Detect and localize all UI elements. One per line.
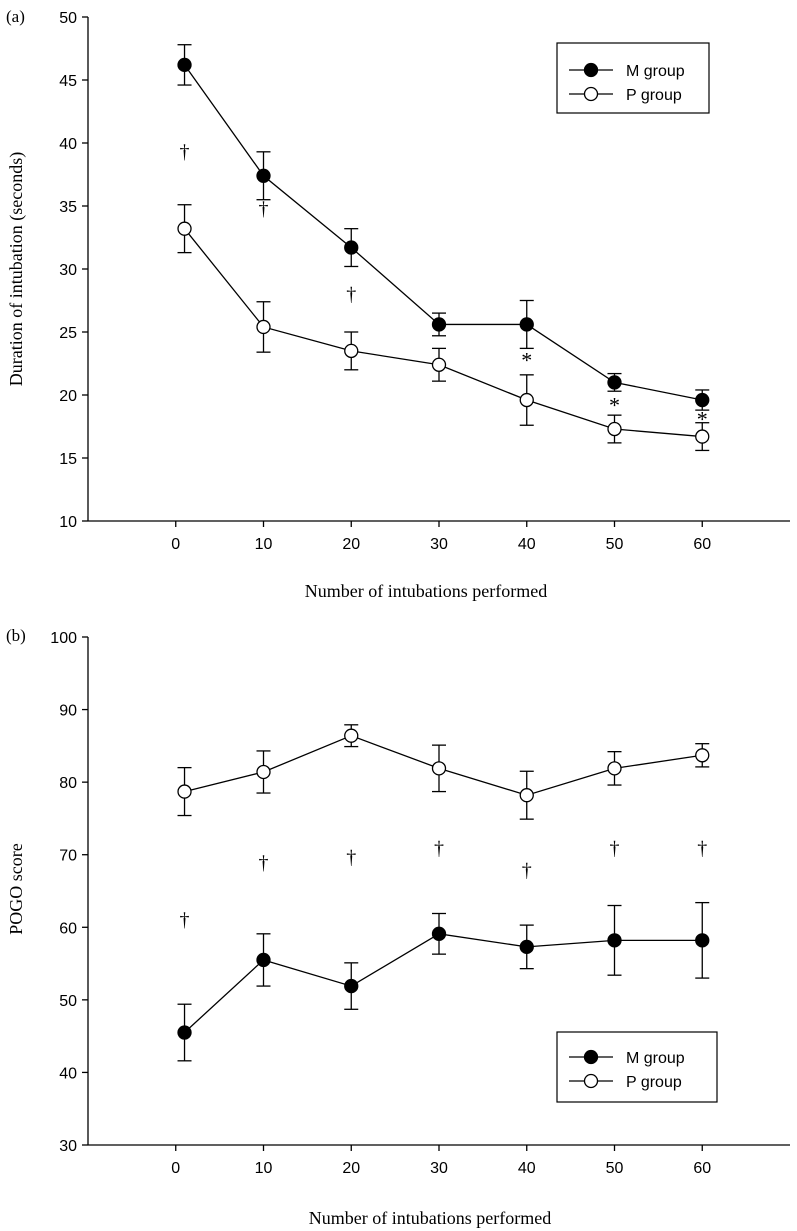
series-line-m-group [184,933,703,1033]
y-tick-label: 60 [59,920,77,937]
data-point-m-group [256,952,271,968]
y-tick-label: 80 [59,775,77,792]
legend-m-group-marker [583,62,599,78]
y-tick-label: 40 [59,136,77,153]
significance-marker: † [259,852,269,874]
data-point-m-group [519,317,534,332]
y-tick-label: 15 [59,451,77,468]
legend-p-group-label: P group [626,1074,682,1091]
data-point-p-group [344,728,359,743]
data-point-m-group [177,57,192,73]
data-point-p-group [607,761,622,776]
data-point-p-group [431,357,447,372]
y-tick-label: 30 [59,262,77,279]
significance-marker: † [180,909,190,931]
data-point-p-group [695,748,710,763]
significance-marker: † [522,859,532,881]
x-tick-label: 40 [518,1160,536,1177]
x-tick-label: 40 [518,536,536,553]
data-point-m-group [519,939,534,955]
y-tick-label: 70 [59,848,77,865]
panel-b-label: (b) [6,626,26,645]
data-point-p-group [431,761,447,776]
y-tick-label: 50 [59,10,77,27]
data-point-m-group [695,933,710,948]
panel-a-y-axis-label: Duration of intubation (seconds) [6,152,27,386]
legend-p-group-label: P group [626,87,682,104]
y-tick-label: 30 [59,1138,77,1155]
data-point-p-group [256,764,271,780]
data-point-p-group [256,319,271,335]
data-point-p-group [695,429,710,444]
data-point-p-group [344,343,359,359]
panel-b-legend-box [556,1031,718,1103]
legend-m-group-label: M group [626,1050,685,1067]
x-tick-label: 30 [430,536,448,553]
significance-marker: * [521,347,532,372]
data-point-p-group [177,221,192,236]
data-point-m-group [431,926,447,941]
x-tick-label: 50 [606,536,624,553]
significance-marker: † [180,141,190,163]
panel-a-label: (a) [6,7,25,26]
data-point-m-group [431,317,447,332]
panel-a-legend: M group P group [556,42,710,114]
panel-b-x-axis-label: Number of intubations performed [309,1208,551,1228]
data-point-p-group [607,421,622,437]
x-tick-label: 60 [693,1160,711,1177]
y-tick-label: 35 [59,199,77,216]
data-point-m-group [607,375,622,390]
x-tick-label: 10 [255,1160,273,1177]
x-tick-label: 20 [342,1160,360,1177]
y-tick-label: 90 [59,703,77,720]
x-tick-label: 0 [171,536,180,553]
significance-marker: † [697,838,707,860]
significance-marker: * [697,407,708,432]
y-tick-label: 45 [59,73,77,90]
x-tick-label: 30 [430,1160,448,1177]
x-tick-label: 60 [693,536,711,553]
legend-m-group-marker [583,1049,599,1065]
x-tick-label: 50 [606,1160,624,1177]
panel-b: (b) POGO score Number of intubations per… [6,626,790,1228]
significance-marker: † [259,198,269,220]
panel-b-legend: M group P group [556,1031,718,1103]
data-point-m-group [177,1025,192,1040]
data-point-p-group [519,392,534,408]
legend-p-group-marker [583,86,599,102]
data-point-m-group [344,240,359,255]
data-point-p-group [177,784,192,799]
data-point-m-group [256,168,271,183]
data-point-m-group [344,978,359,994]
data-point-m-group [607,933,622,948]
y-tick-label: 10 [59,514,77,531]
y-tick-label: 25 [59,325,77,342]
y-tick-label: 50 [59,993,77,1010]
significance-marker: † [610,838,620,860]
panel-a-x-axis-label: Number of intubations performed [305,581,547,601]
series-line-m-group [183,64,703,401]
legend-m-group-label: M group [626,63,685,80]
significance-marker: † [346,846,356,868]
y-tick-label: 100 [50,630,77,647]
significance-marker: † [434,838,444,860]
x-tick-label: 20 [342,536,360,553]
y-tick-label: 40 [59,1065,77,1082]
x-tick-label: 10 [255,536,273,553]
y-tick-label: 20 [59,388,77,405]
panel-a: (a) Duration of intubation (seconds) Num… [6,7,790,601]
data-point-m-group [695,392,710,408]
panel-a-legend-box [556,42,710,114]
x-tick-label: 0 [171,1160,180,1177]
panel-b-y-axis-label: POGO score [6,843,26,935]
data-point-p-group [519,788,534,803]
legend-p-group-marker [583,1073,599,1089]
significance-marker: † [346,284,356,306]
significance-marker: * [609,393,620,418]
